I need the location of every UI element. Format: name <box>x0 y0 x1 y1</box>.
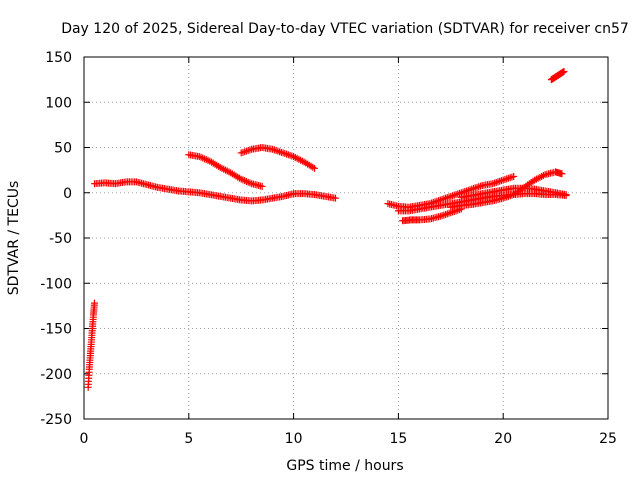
series-arc-7 <box>399 205 465 225</box>
data-point <box>504 174 512 182</box>
chart-title: Day 120 of 2025, Sidereal Day-to-day VTE… <box>61 21 629 37</box>
y-tick-label: 100 <box>45 95 72 111</box>
x-tick-label: 0 <box>80 431 89 447</box>
y-tick-label: -150 <box>40 322 72 338</box>
data-point <box>471 184 479 192</box>
y-axis-label: SDTVAR / TECUs <box>6 181 22 296</box>
y-tick-label: -100 <box>40 276 72 292</box>
data-point <box>279 149 287 157</box>
data-point <box>501 175 509 183</box>
data-point <box>508 173 516 181</box>
data-point <box>440 195 448 203</box>
data-point <box>440 211 448 219</box>
data-point <box>90 299 98 307</box>
data-point <box>466 186 474 194</box>
grid <box>84 57 608 419</box>
data-point <box>494 178 502 186</box>
data-point <box>497 177 505 185</box>
data-point <box>475 183 483 191</box>
data-point <box>470 185 478 193</box>
y-tick-label: 50 <box>54 141 72 157</box>
data-point <box>562 191 570 199</box>
data-point <box>476 182 484 190</box>
data-point <box>241 148 249 156</box>
y-tick-label: -200 <box>40 367 72 383</box>
data-point <box>506 174 514 182</box>
series-arc-8 <box>447 168 566 211</box>
x-tick-labels: 0 5 10 15 20 25 <box>80 431 617 447</box>
data-point <box>436 212 444 220</box>
data-point <box>499 176 507 184</box>
data-point <box>258 182 266 190</box>
data-point <box>272 147 280 155</box>
data-point <box>449 192 457 200</box>
axis-ticks <box>83 56 609 420</box>
data-point <box>442 194 450 202</box>
x-tick-label: 15 <box>389 431 407 447</box>
x-axis-label: GPS time / hours <box>286 458 403 474</box>
data-point <box>510 172 518 180</box>
y-tick-label: -250 <box>40 412 72 428</box>
data-point <box>558 170 566 178</box>
data-point <box>284 151 292 159</box>
data-point <box>283 150 291 158</box>
data-point <box>445 193 453 201</box>
data-point <box>332 194 340 202</box>
data-point <box>560 67 568 75</box>
data-point <box>445 209 453 217</box>
plot-frame <box>83 56 609 420</box>
data-point <box>438 212 446 220</box>
series-arc-4 <box>237 144 319 172</box>
data-point <box>443 210 451 218</box>
data-point <box>242 147 250 155</box>
data-point <box>489 180 497 188</box>
data-point <box>443 194 451 202</box>
data-point <box>456 189 464 197</box>
data-point <box>244 147 252 155</box>
data-point <box>503 175 511 183</box>
data-point <box>274 147 282 155</box>
data-point <box>239 148 247 156</box>
y-tick-label: -50 <box>49 231 72 247</box>
x-tick-label: 10 <box>285 431 303 447</box>
y-tick-label: 150 <box>45 50 72 66</box>
data-point <box>269 145 277 153</box>
x-tick-label: 20 <box>494 431 512 447</box>
data-point <box>277 148 285 156</box>
x-tick-label: 5 <box>184 431 193 447</box>
y-tick-labels: -250 -200 -150 -100 -50 0 50 100 150 <box>40 50 72 428</box>
data-point <box>442 210 450 218</box>
data-point <box>311 164 319 172</box>
series-arc-1 <box>84 299 98 391</box>
data-point <box>473 183 481 191</box>
series-arc-10 <box>547 67 568 84</box>
y-tick-label: 0 <box>63 186 72 202</box>
data-point <box>468 185 476 193</box>
series-arc-9 <box>457 184 570 201</box>
data-point <box>496 177 504 185</box>
series-arc-3 <box>185 151 266 190</box>
series-arc-2 <box>90 178 340 205</box>
data-point <box>504 192 512 200</box>
data-point <box>276 148 284 156</box>
data-point <box>281 150 289 158</box>
data-points <box>84 67 570 391</box>
x-tick-label: 25 <box>599 431 617 447</box>
data-point <box>447 192 455 200</box>
data-point <box>492 178 500 186</box>
data-point <box>490 179 498 187</box>
series-arc-5 <box>384 172 518 211</box>
data-point <box>237 149 245 157</box>
